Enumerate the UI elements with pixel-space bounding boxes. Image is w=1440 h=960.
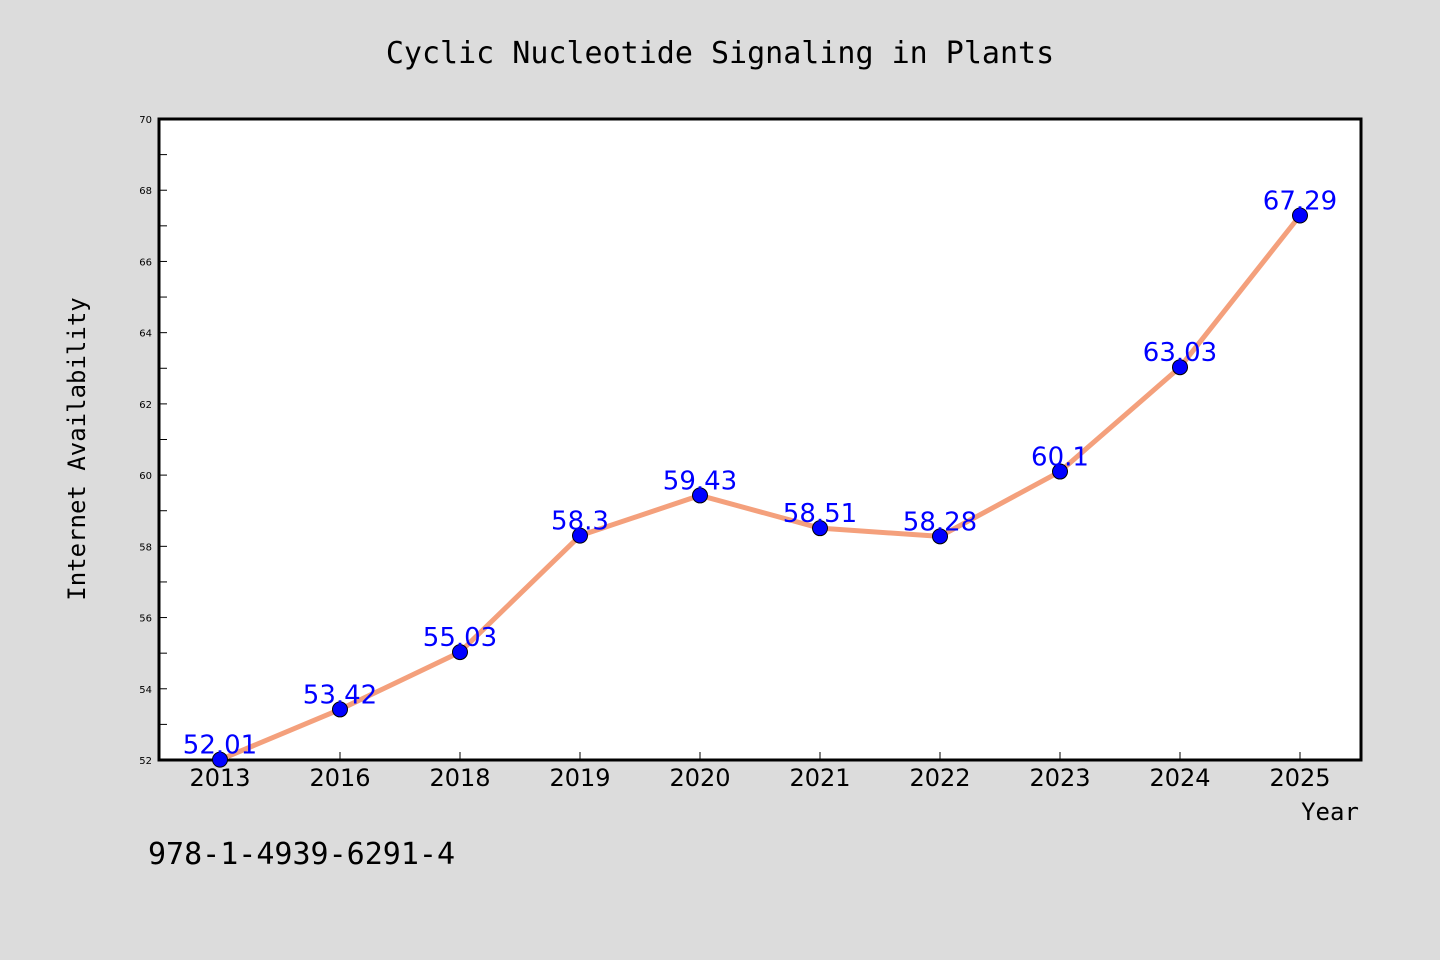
x-tick-label: 2022 xyxy=(909,764,970,792)
x-tick-label: 2020 xyxy=(669,764,730,792)
isbn-annotation: 978-1-4939-6291-4 xyxy=(148,837,455,872)
y-tick-label: 66 xyxy=(139,257,152,268)
data-point xyxy=(572,527,588,544)
data-label: 53.42 xyxy=(303,680,377,710)
y-tick-label: 68 xyxy=(139,186,152,197)
data-label: 58.3 xyxy=(551,507,609,537)
data-label: 60.1 xyxy=(1031,443,1089,473)
x-tick-label: 2016 xyxy=(309,764,370,792)
data-point xyxy=(1172,359,1188,376)
x-tick-label: 2024 xyxy=(1149,764,1210,792)
plot-area xyxy=(157,117,1363,762)
y-tick-label: 64 xyxy=(139,329,152,340)
x-tick-label: 2025 xyxy=(1269,764,1330,792)
series-polyline xyxy=(217,213,1303,763)
data-label: 52.01 xyxy=(183,731,257,761)
data-label: 59.43 xyxy=(663,466,737,496)
data-label: 58.28 xyxy=(903,507,977,537)
y-tick-label: 56 xyxy=(139,614,152,625)
y-tick-label: 52 xyxy=(139,756,152,767)
y-tick-label: 54 xyxy=(139,685,152,696)
data-point xyxy=(212,751,228,768)
y-tick-label: 70 xyxy=(139,115,152,126)
x-tick-label: 2023 xyxy=(1029,764,1090,792)
data-point xyxy=(332,701,348,718)
data-label: 58.51 xyxy=(783,499,857,529)
y-axis-label: Internet Availability xyxy=(63,297,91,600)
chart-title: Cyclic Nucleotide Signaling in Plants xyxy=(386,36,1054,71)
data-label: 67.29 xyxy=(1263,187,1337,217)
x-tick-label: 2021 xyxy=(789,764,850,792)
data-point xyxy=(452,644,468,661)
x-tick-label: 2013 xyxy=(189,764,250,792)
data-point xyxy=(812,520,828,537)
series-line xyxy=(217,213,1303,763)
x-axis-label: Year xyxy=(1301,798,1359,826)
data-label: 55.03 xyxy=(423,623,497,653)
series-markers xyxy=(212,207,1308,768)
y-tick-label: 58 xyxy=(139,542,152,553)
data-point xyxy=(932,528,948,545)
y-tick-label: 62 xyxy=(139,400,152,411)
data-labels: 52.01 53.42 55.03 58.3 59.43 58.51 58.28 60.1 63… xyxy=(183,187,1337,761)
y-tick-label: 60 xyxy=(139,471,152,482)
data-point xyxy=(692,487,708,504)
data-point xyxy=(1052,463,1068,480)
x-tick-label: 2018 xyxy=(429,764,490,792)
x-axis: 2013 2016 2018 2019 2020 2021 2022 2023 2024 2025 xyxy=(189,752,1331,792)
data-point xyxy=(1292,207,1308,224)
x-tick-label: 2019 xyxy=(549,764,610,792)
y-axis: 52 54 56 58 60 62 64 66 68 70 xyxy=(139,115,167,767)
data-label: 63.03 xyxy=(1143,338,1217,368)
